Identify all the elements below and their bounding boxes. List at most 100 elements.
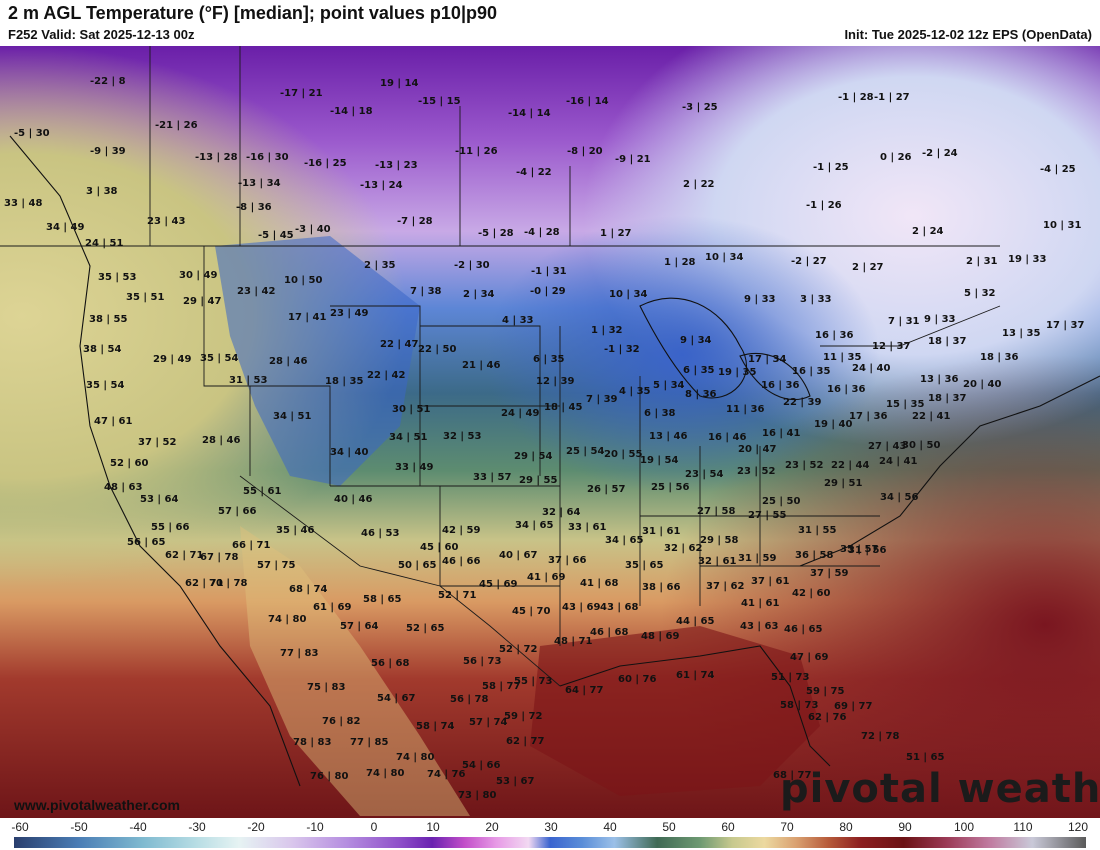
point-value: 6 | 35 (683, 365, 715, 376)
point-value: 29 | 47 (183, 296, 221, 307)
rocky-mountain-cold-region (215, 236, 420, 486)
point-value: 29 | 55 (519, 475, 557, 486)
point-value: 67 | 78 (200, 552, 238, 563)
valid-time: F252 Valid: Sat 2025-12-13 00z (8, 27, 195, 42)
point-value: 38 | 66 (642, 582, 680, 593)
point-value: 40 | 67 (499, 550, 537, 561)
point-value: 74 | 76 (427, 769, 465, 780)
point-value: 54 | 67 (377, 693, 415, 704)
point-value: 64 | 77 (565, 685, 603, 696)
point-value: 38 | 55 (89, 314, 127, 325)
point-value: -1 | 32 (604, 344, 640, 355)
point-value: 51 | 73 (771, 672, 809, 683)
point-value: -13 | 28 (195, 152, 238, 163)
point-value: 2 | 22 (683, 179, 715, 190)
colorbar-gradient (14, 837, 1086, 848)
point-value: 57 | 75 (257, 560, 295, 571)
colorbar-tick: 120 (1067, 820, 1089, 834)
point-value: -13 | 24 (360, 180, 403, 191)
point-value: 17 | 41 (288, 312, 326, 323)
point-value: 41 | 69 (527, 572, 565, 583)
point-value: 52 | 60 (110, 458, 148, 469)
point-value: 46 | 68 (590, 627, 628, 638)
point-value: 40 | 46 (334, 494, 372, 505)
point-value: -5 | 28 (478, 228, 514, 239)
colorbar-tick: -40 (129, 820, 147, 834)
point-value: -11 | 26 (455, 146, 498, 157)
point-value: 60 | 76 (618, 674, 656, 685)
point-value: 16 | 36 (827, 384, 865, 395)
point-value: -22 | 8 (90, 76, 126, 87)
point-value: 28 | 46 (269, 356, 307, 367)
point-value: -0 | 29 (530, 286, 566, 297)
point-value: 62 | 77 (506, 736, 544, 747)
point-value: 69 | 77 (834, 701, 872, 712)
point-value: -17 | 21 (280, 88, 323, 99)
point-value: 72 | 78 (861, 731, 899, 742)
point-value: 30 | 51 (392, 404, 430, 415)
point-value: 22 | 42 (367, 370, 405, 381)
point-value: -14 | 18 (330, 106, 373, 117)
point-value: -4 | 22 (516, 167, 552, 178)
point-value: 29 | 51 (824, 478, 862, 489)
point-value: 23 | 43 (147, 216, 185, 227)
point-value: 4 | 35 (619, 386, 651, 397)
point-value: 34 | 65 (605, 535, 643, 546)
point-value: 74 | 80 (396, 752, 434, 763)
point-value: 19 | 35 (718, 367, 756, 378)
point-value: 22 | 39 (783, 397, 821, 408)
point-value: 6 | 35 (533, 354, 565, 365)
point-value: 15 | 35 (886, 399, 924, 410)
point-value: 59 | 75 (806, 686, 844, 697)
point-value: -1 | 27 (874, 92, 910, 103)
point-value: -14 | 14 (508, 108, 551, 119)
point-value: 37 | 52 (138, 437, 176, 448)
point-value: 18 | 37 (928, 336, 966, 347)
point-value: 7 | 38 (410, 286, 442, 297)
point-value: 23 | 52 (785, 460, 823, 471)
point-value: 2 | 35 (364, 260, 396, 271)
point-value: 4 | 33 (502, 315, 534, 326)
point-value: -2 | 27 (791, 256, 827, 267)
point-value: 6 | 38 (644, 408, 676, 419)
point-value: 37 | 66 (548, 555, 586, 566)
point-value: 2 | 34 (463, 289, 495, 300)
point-value: 57 | 66 (218, 506, 256, 517)
point-value: 61 | 74 (676, 670, 714, 681)
point-value: 43 | 68 (600, 602, 638, 613)
point-value: 20 | 47 (738, 444, 776, 455)
point-value: 75 | 83 (307, 682, 345, 693)
point-value: 31 | 56 (848, 545, 886, 556)
point-value: 43 | 63 (740, 621, 778, 632)
point-value: 35 | 46 (276, 525, 314, 536)
point-value: 29 | 58 (700, 535, 738, 546)
point-value: 9 | 34 (680, 335, 712, 346)
point-value: 62 | 71 (185, 578, 223, 589)
point-value: 22 | 50 (418, 344, 456, 355)
point-value: -13 | 34 (238, 178, 281, 189)
colorbar-tick: -20 (247, 820, 265, 834)
point-value: 45 | 69 (479, 579, 517, 590)
point-value: 3 | 33 (800, 294, 832, 305)
point-value: 70 | 78 (209, 578, 247, 589)
point-value: 37 | 61 (751, 576, 789, 587)
point-value: 36 | 58 (795, 550, 833, 561)
point-value: -16 | 30 (246, 152, 289, 163)
point-value: 41 | 61 (741, 598, 779, 609)
point-value: 61 | 69 (313, 602, 351, 613)
point-value: -2 | 24 (922, 148, 958, 159)
temperature-map[interactable]: -22 | 8 -17 | 21 19 | 14 -15 | 15 -16 | … (0, 46, 1100, 818)
point-value: 30 | 50 (902, 440, 940, 451)
pivotal-weather-logo: pivotal weather (780, 766, 1100, 812)
website-label: www.pivotalweather.com (14, 797, 180, 813)
point-value: 20 | 55 (604, 449, 642, 460)
point-value: 38 | 54 (83, 344, 121, 355)
colorbar-tick: 50 (662, 820, 676, 834)
point-value: 35 | 57 (840, 544, 878, 555)
point-value: 27 | 55 (748, 510, 786, 521)
point-value: 57 | 64 (340, 621, 378, 632)
point-value: 35 | 54 (200, 353, 238, 364)
point-value: 58 | 65 (363, 594, 401, 605)
point-value: 62 | 71 (165, 550, 203, 561)
point-value: 52 | 71 (438, 590, 476, 601)
